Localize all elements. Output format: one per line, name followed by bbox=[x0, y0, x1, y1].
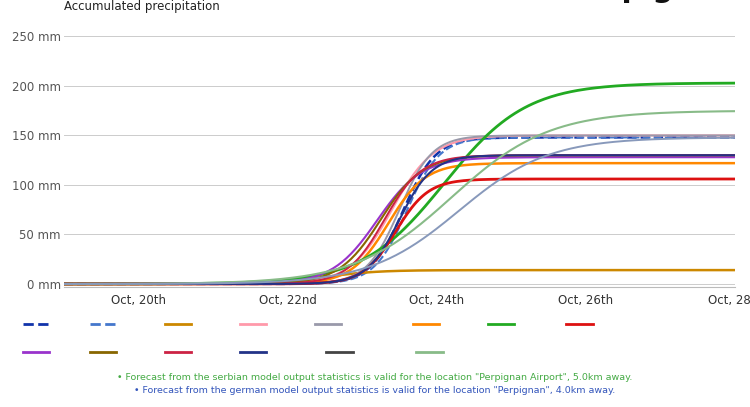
Text: • Forecast from the german model output statistics is valid for the location "Pe: • Forecast from the german model output … bbox=[134, 386, 616, 395]
Text: • Forecast from the serbian model output statistics is valid for the location "P: • Forecast from the serbian model output… bbox=[117, 373, 633, 382]
Text: Accumulated precipitation: Accumulated precipitation bbox=[64, 0, 220, 13]
Text: Perpignan: Perpignan bbox=[566, 0, 735, 2]
